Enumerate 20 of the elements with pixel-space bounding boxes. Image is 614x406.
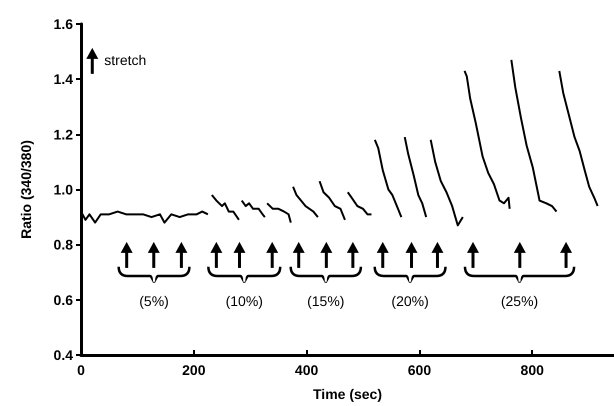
y-tick-label: 0.4 [54,347,74,363]
annotation: (10%) [226,293,263,310]
y-tick-label: 1.6 [54,16,74,32]
y-tick-label: 1.2 [54,126,74,142]
x-tick-label: 400 [294,362,318,378]
annotation: (15%) [307,293,344,310]
y-tick-label: 1.4 [54,71,74,88]
annotation: stretch [104,52,146,68]
x-tick-label: 600 [408,362,432,378]
y-tick-label: 0.6 [54,292,74,308]
x-tick-label: 200 [182,362,206,378]
x-axis-title: Time (sec) [313,386,382,402]
x-tick-label: 0 [77,362,86,378]
x-tick-label: 800 [520,362,544,378]
y-axis-title: Ratio (340/380) [18,140,34,239]
annotation: (20%) [391,293,429,310]
y-tick-label: 0.8 [54,236,74,253]
annotation: (5%) [139,293,169,310]
annotation: (25%) [500,293,538,310]
y-tick-label: 1.0 [54,182,74,198]
